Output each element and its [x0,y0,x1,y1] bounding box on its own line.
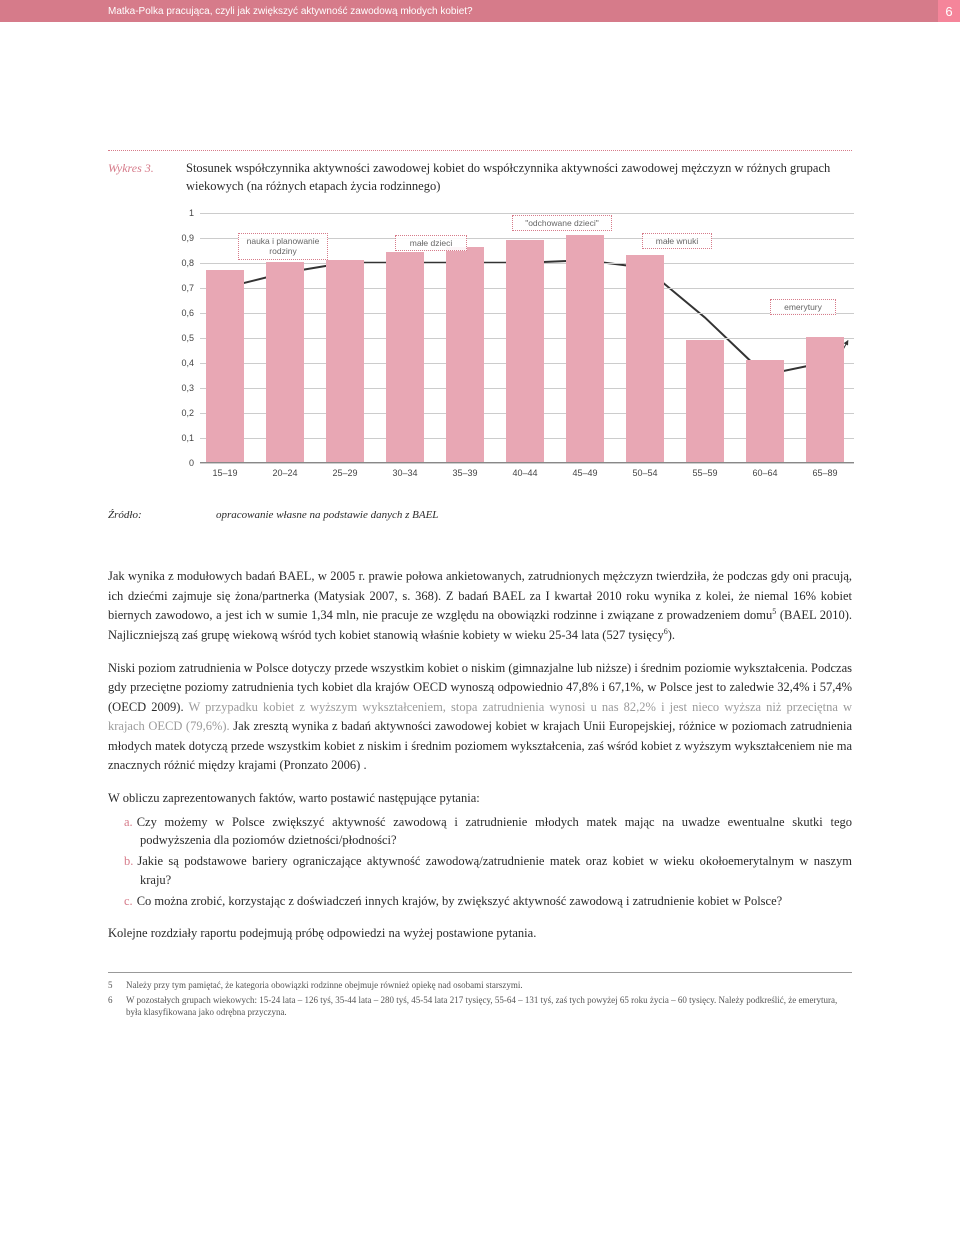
y-axis-label: 0,8 [170,258,194,268]
chart-annotation: emerytury [770,299,836,315]
x-axis-label: 25–29 [326,468,364,478]
bar [446,247,484,462]
p1a: Jak wynika z modułowych badań BAEL, w 20… [108,569,852,622]
figure-title: Stosunek współczynnika aktywności zawodo… [186,159,852,195]
figure-header: Wykres 3. Stosunek współczynnika aktywno… [108,159,852,195]
x-axis-label: 45–49 [566,468,604,478]
x-axis-label: 65–89 [806,468,844,478]
running-title: Matka-Polka pracująca, czyli jak zwiększ… [108,6,473,17]
question-c: c.Co można zrobić, korzystając z doświad… [124,892,852,911]
bar [746,360,784,463]
p1c: ). [668,628,675,642]
x-axis-label: 30–34 [386,468,424,478]
source-text: opracowanie własne na podstawie danych z… [216,509,438,521]
body-text: Jak wynika z modułowych badań BAEL, w 20… [108,567,852,944]
figure-label: Wykres 3. [108,159,168,195]
bar [566,235,604,463]
footnote-6-num: 6 [108,994,118,1018]
y-axis-label: 0,3 [170,383,194,393]
y-axis-label: 0,4 [170,358,194,368]
x-axis-label: 40–44 [506,468,544,478]
footnote-5-text: Należy przy tym pamiętać, że kategoria o… [126,979,523,991]
chart-annotation: "odchowane dzieci" [512,215,612,231]
x-axis-label: 60–64 [746,468,784,478]
chart-annotation: małe dzieci [395,235,467,251]
page-number: 6 [938,0,960,22]
y-axis-label: 0,6 [170,308,194,318]
letter-a: a. [124,815,133,829]
letter-c: c. [124,894,133,908]
x-axis-label: 15–19 [206,468,244,478]
paragraph-1: Jak wynika z modułowych badań BAEL, w 20… [108,567,852,645]
closing-paragraph: Kolejne rozdziały raportu podejmują prób… [108,924,852,943]
bar [386,252,424,462]
bar [206,270,244,463]
chart-plot-area: nauka i planowanierodziny małe dzieci "odc… [200,213,854,463]
chart: nauka i planowanierodziny małe dzieci "odc… [170,213,860,493]
bar [626,255,664,463]
x-axis-label: 20–24 [266,468,304,478]
running-header: Matka-Polka pracująca, czyli jak zwiększ… [0,0,960,22]
source-row: Źródło: opracowanie własne na podstawie … [108,509,852,521]
y-axis-label: 0,7 [170,283,194,293]
source-label: Źródło: [108,509,168,521]
footnote-6: 6 W pozostałych grupach wiekowych: 15-24… [108,994,852,1018]
y-axis-label: 0,5 [170,333,194,343]
grid-line [200,463,854,464]
bar [686,340,724,463]
x-axis-label: 35–39 [446,468,484,478]
question-b: b.Jakie są podstawowe bariery ograniczaj… [124,852,852,890]
chart-annotation: nauka i planowanierodziny [238,233,328,259]
letter-b: b. [124,854,133,868]
footnote-5-num: 5 [108,979,118,991]
footnote-5: 5 Należy przy tym pamiętać, że kategoria… [108,979,852,991]
grid-line [200,213,854,214]
bar [806,337,844,462]
chart-annotation: małe wnuki [642,233,712,249]
y-axis-label: 0,2 [170,408,194,418]
bar [506,240,544,463]
y-axis-label: 0,1 [170,433,194,443]
section-divider [108,150,852,151]
question-a: a.Czy możemy w Polsce zwiększyć aktywnoś… [124,813,852,851]
x-axis-label: 50–54 [626,468,664,478]
footnote-6-text: W pozostałych grupach wiekowych: 15-24 l… [126,994,852,1018]
x-axis-label: 55–59 [686,468,724,478]
paragraph-2: Niski poziom zatrudnienia w Polsce dotyc… [108,659,852,775]
bar [266,262,304,462]
footnotes: 5 Należy przy tym pamiętać, że kategoria… [108,972,852,1018]
questions-intro: W obliczu zaprezentowanych faktów, warto… [108,789,852,808]
y-axis-label: 0 [170,458,194,468]
bar [326,260,364,463]
y-axis-label: 1 [170,208,194,218]
questions-list: a.Czy możemy w Polsce zwiększyć aktywnoś… [108,813,852,911]
y-axis-label: 0,9 [170,233,194,243]
